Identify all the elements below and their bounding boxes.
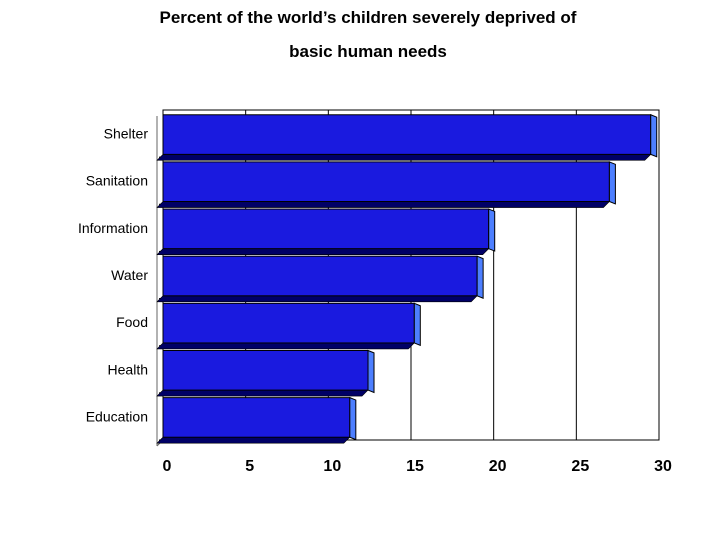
x-tick-label: 15: [406, 458, 424, 475]
bar-side-face: [413, 302, 421, 347]
bar-bottom-face: [156, 436, 351, 444]
bar: [162, 114, 652, 155]
bar-side-face: [608, 161, 616, 205]
bar-bottom-face: [156, 248, 490, 255]
bar-bottom-face: [156, 201, 611, 208]
bar: [162, 255, 478, 297]
bar: [162, 161, 610, 203]
bar: [162, 397, 351, 438]
bar-side-face: [650, 114, 658, 158]
bar: [162, 208, 490, 250]
x-tick-label: 0: [163, 458, 172, 475]
bar-bottom-face: [156, 342, 416, 350]
bar-side-face: [367, 349, 375, 394]
category-label: Sanitation: [86, 173, 148, 189]
bar-bottom-face: [156, 154, 652, 161]
category-label: Health: [108, 361, 148, 377]
bar-side-face: [349, 396, 357, 441]
bar-side-face: [488, 208, 496, 252]
x-tick-labels: 0 5 10 15 20 25 30: [163, 458, 672, 475]
x-tick-label: 25: [571, 458, 589, 475]
bar: [162, 349, 369, 391]
category-label: Shelter: [104, 126, 149, 142]
bar-bottom-face: [156, 295, 478, 303]
chart-title-line-2: basic human needs: [289, 42, 447, 61]
category-label: Education: [86, 408, 148, 424]
category-labels: Shelter Sanitation Information Water Food Hea…: [78, 126, 148, 425]
x-tick-label: 5: [245, 458, 254, 475]
category-label: Information: [78, 220, 148, 236]
bar-side-face: [476, 255, 484, 299]
bar-bottom-face: [156, 389, 369, 397]
category-label: Food: [116, 314, 148, 330]
bar: [162, 302, 415, 344]
x-tick-label: 30: [654, 458, 672, 475]
bars: [156, 114, 658, 444]
x-tick-label: 20: [489, 458, 507, 475]
category-label: Water: [111, 267, 148, 283]
chart-title-line-1: Percent of the world’s children severely…: [159, 8, 577, 27]
x-tick-label: 10: [323, 458, 341, 475]
